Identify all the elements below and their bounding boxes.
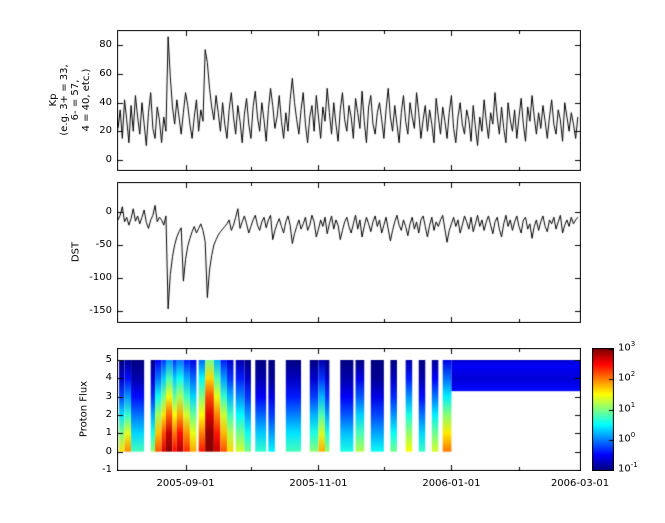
x-axis-tick-label: 2006-01-01 [422,478,481,489]
proton-flux-ytick-label: 4 [105,372,112,384]
colorbar [592,348,614,471]
kp-panel [117,30,581,171]
proton-flux-ytick-label: 2 [105,409,112,420]
dst-ytick-label: -50 [95,238,112,250]
proton-flux-panel [117,348,581,471]
kp-ytick-label: 60 [99,67,112,79]
dst-panel [117,182,581,323]
kp-ytick-label: 40 [99,96,112,108]
proton-flux-ytick-label: 5 [105,354,112,365]
colorbar-tick-label: 101 [618,400,636,414]
colorbar-tick-label: 100 [618,430,636,445]
kp-ytick-label: 80 [99,39,112,51]
kp-ytick-label: 0 [105,153,112,165]
x-axis-tick-label: 2006-03-01 [550,478,610,489]
proton-flux-ytick-label: 0 [105,445,112,457]
colorbar-tick-label: 103 [618,340,636,354]
colorbar-tick-label: 10-1 [618,461,638,475]
kp-ytick-label: 20 [99,125,112,137]
proton-flux-ytick-label: -1 [102,464,112,475]
x-axis-tick-label: 2005-09-01 [156,478,215,489]
proton-flux-ytick-label: 1 [105,427,112,439]
colorbar-tick-label: 102 [618,370,636,384]
dst-ytick-label: -150 [89,304,112,316]
x-axis-tick-label: 2005-11-01 [289,478,348,489]
proton-flux-ytick-label: 3 [105,390,112,402]
dst-ytick-label: -100 [89,271,112,283]
dst-ytick-label: 0 [105,205,112,217]
